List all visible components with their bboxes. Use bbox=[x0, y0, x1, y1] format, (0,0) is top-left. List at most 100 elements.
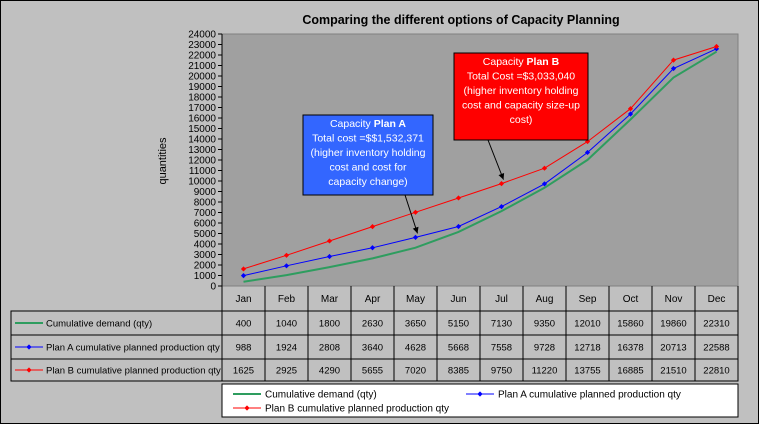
data-point bbox=[326, 253, 333, 260]
table-cell: 8385 bbox=[448, 366, 469, 377]
series-line-1 bbox=[243, 50, 718, 283]
callout-text-part: cost) bbox=[510, 114, 533, 126]
series-layer bbox=[240, 43, 720, 283]
table-cell: 5150 bbox=[448, 319, 469, 330]
table-cell: 12010 bbox=[574, 319, 600, 330]
table-cell: 1625 bbox=[233, 366, 254, 377]
data-point bbox=[283, 252, 290, 258]
callout-text-part: Capacity bbox=[330, 118, 374, 130]
y-tick-label: 13000 bbox=[188, 145, 216, 156]
legend-key-marker bbox=[26, 367, 32, 373]
table-cell: 22310 bbox=[703, 319, 729, 330]
table-cell: 7558 bbox=[491, 343, 512, 354]
series-line-2 bbox=[243, 48, 717, 277]
data-point bbox=[412, 209, 419, 215]
legend-label: Cumulative demand (qty) bbox=[265, 390, 377, 401]
table-cell: 5655 bbox=[362, 366, 383, 377]
y-tick-label: 5000 bbox=[194, 229, 217, 240]
table-cell: 2925 bbox=[276, 366, 297, 377]
table-cell: 11220 bbox=[532, 366, 558, 377]
table-cell: 16885 bbox=[617, 366, 643, 377]
table-row-header: Plan A cumulative planned production qty bbox=[46, 343, 220, 354]
table-cell: 20713 bbox=[660, 343, 686, 354]
y-tick-label: 0 bbox=[210, 282, 216, 293]
legend-box bbox=[221, 383, 739, 418]
y-tick-label: 24000 bbox=[188, 30, 216, 41]
table-row: Plan A cumulative planned production qty… bbox=[15, 343, 730, 354]
table-row: Plan B cumulative planned production qty… bbox=[15, 366, 730, 377]
table-cell: 988 bbox=[236, 343, 252, 354]
callout-text: cost and cost for bbox=[329, 162, 407, 174]
legend-swatch-marker bbox=[244, 405, 250, 411]
callout-arrowhead bbox=[498, 172, 505, 180]
callout-text: cost and capacity size-up bbox=[462, 100, 580, 112]
data-point bbox=[455, 223, 462, 230]
callout-text-part: Capacity bbox=[483, 56, 527, 68]
table-cell: 13755 bbox=[574, 366, 600, 377]
data-point bbox=[670, 65, 677, 72]
y-tick-label: 11000 bbox=[189, 166, 217, 177]
data-point bbox=[498, 181, 505, 187]
callout-text-part: (higher inventory holding bbox=[311, 147, 426, 159]
callout-text-part: Plan A bbox=[374, 118, 407, 130]
data-point bbox=[670, 57, 677, 63]
y-tick-label: 3000 bbox=[194, 250, 217, 261]
callout-box bbox=[302, 114, 434, 196]
y-tick-label: 22000 bbox=[188, 51, 216, 62]
y-tick-label: 17000 bbox=[188, 103, 216, 114]
legend-label: Plan B cumulative planned production qty bbox=[265, 404, 449, 415]
data-point bbox=[283, 263, 290, 269]
callout-text-part: Plan B bbox=[527, 56, 560, 68]
x-tick-label: Dec bbox=[708, 294, 726, 305]
callout-text: Capacity Plan B bbox=[483, 56, 560, 68]
table-cell: 16378 bbox=[617, 343, 643, 354]
callout-text: cost) bbox=[510, 114, 533, 126]
table-cell: 9750 bbox=[491, 366, 512, 377]
table-cell: 400 bbox=[236, 319, 252, 330]
table-cell: 2630 bbox=[362, 319, 383, 330]
table-cell: 19860 bbox=[660, 319, 686, 330]
data-point bbox=[498, 204, 505, 210]
table-cell: 4628 bbox=[405, 343, 426, 354]
table-cell: 1924 bbox=[276, 343, 297, 354]
table-row-header: Cumulative demand (qty) bbox=[46, 319, 152, 330]
callout-plan-a: Capacity Plan A Total cost =$$1,532,371 (h… bbox=[302, 114, 434, 234]
callout-box bbox=[453, 52, 589, 141]
legend-entry: Cumulative demand (qty) bbox=[233, 390, 377, 401]
y-tick-label: 14000 bbox=[188, 135, 216, 146]
table-cell: 2808 bbox=[319, 343, 340, 354]
callout-layer: Capacity Plan A Total cost =$$1,532,371 (h… bbox=[302, 52, 589, 234]
table-cell: 12718 bbox=[574, 343, 600, 354]
x-tick-label: Jun bbox=[450, 294, 466, 305]
table-cell: 7130 bbox=[491, 319, 512, 330]
data-point bbox=[369, 224, 376, 230]
y-tick-label: 8000 bbox=[194, 198, 217, 209]
x-tick-label: Nov bbox=[665, 294, 683, 305]
y-tick-label: 6000 bbox=[194, 219, 217, 230]
callout-text: (higher inventory holding bbox=[464, 85, 579, 97]
table-cell: 4290 bbox=[319, 366, 340, 377]
data-point bbox=[455, 195, 462, 201]
x-tick-label: Aug bbox=[536, 294, 554, 305]
x-tick-label: Oct bbox=[623, 294, 639, 305]
table-cell: 3640 bbox=[362, 343, 383, 354]
callout-text-part: (higher inventory holding bbox=[464, 85, 579, 97]
y-axis: 0100020003000400050006000700080009000100… bbox=[188, 30, 223, 293]
data-point bbox=[326, 238, 333, 244]
y-tick-label: 10000 bbox=[188, 177, 216, 188]
x-tick-label: Mar bbox=[321, 294, 339, 305]
legend-key-marker bbox=[26, 344, 32, 350]
callout-text: Total cost =$$1,532,371 bbox=[312, 133, 424, 145]
callout-text-part: capacity change) bbox=[328, 176, 407, 188]
y-tick-label: 7000 bbox=[194, 208, 217, 219]
callout-text: capacity change) bbox=[328, 176, 407, 188]
data-point bbox=[627, 111, 634, 117]
callout-pointer bbox=[487, 139, 504, 180]
table-cell: 22810 bbox=[703, 366, 729, 377]
table-cell: 15860 bbox=[617, 319, 643, 330]
y-tick-label: 2000 bbox=[194, 261, 217, 272]
x-tick-label: Sep bbox=[579, 294, 597, 305]
legend-entry: Plan A cumulative planned production qty bbox=[466, 390, 681, 401]
table-cell: 21510 bbox=[660, 366, 686, 377]
